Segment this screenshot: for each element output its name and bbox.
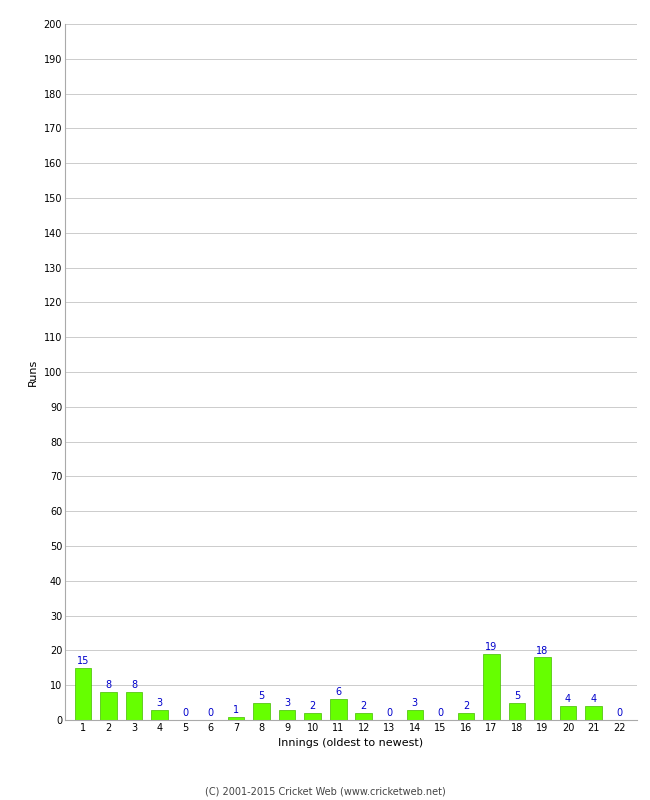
Bar (279, 710, 296, 720)
Bar (534, 658, 551, 720)
Text: (C) 2001-2015 Cricket Web (www.cricketweb.net): (C) 2001-2015 Cricket Web (www.cricketwe… (205, 786, 445, 796)
Bar (100, 692, 117, 720)
Text: 0: 0 (616, 708, 622, 718)
Text: 8: 8 (131, 681, 137, 690)
Text: 19: 19 (486, 642, 497, 652)
Bar (560, 706, 577, 720)
Bar (458, 713, 474, 720)
Bar (406, 710, 423, 720)
Y-axis label: Runs: Runs (28, 358, 38, 386)
Text: 3: 3 (157, 698, 162, 708)
Text: 3: 3 (412, 698, 418, 708)
Bar (75, 668, 91, 720)
Text: 6: 6 (335, 687, 341, 698)
Text: 2: 2 (361, 702, 367, 711)
Text: 8: 8 (105, 681, 111, 690)
Bar (254, 702, 270, 720)
Text: 0: 0 (386, 708, 393, 718)
Text: 18: 18 (536, 646, 549, 656)
Text: 5: 5 (259, 691, 265, 701)
Bar (151, 710, 168, 720)
Text: 5: 5 (514, 691, 520, 701)
Bar (330, 699, 346, 720)
Bar (483, 654, 500, 720)
Bar (585, 706, 602, 720)
Text: 2: 2 (463, 702, 469, 711)
Bar (227, 717, 244, 720)
X-axis label: Innings (oldest to newest): Innings (oldest to newest) (278, 738, 424, 748)
Bar (125, 692, 142, 720)
Text: 0: 0 (207, 708, 214, 718)
Text: 2: 2 (309, 702, 316, 711)
Text: 0: 0 (437, 708, 443, 718)
Text: 3: 3 (284, 698, 290, 708)
Text: 0: 0 (182, 708, 188, 718)
Bar (304, 713, 321, 720)
Bar (356, 713, 372, 720)
Bar (509, 702, 525, 720)
Text: 15: 15 (77, 656, 89, 666)
Text: 4: 4 (565, 694, 571, 704)
Text: 4: 4 (591, 694, 597, 704)
Text: 1: 1 (233, 705, 239, 714)
